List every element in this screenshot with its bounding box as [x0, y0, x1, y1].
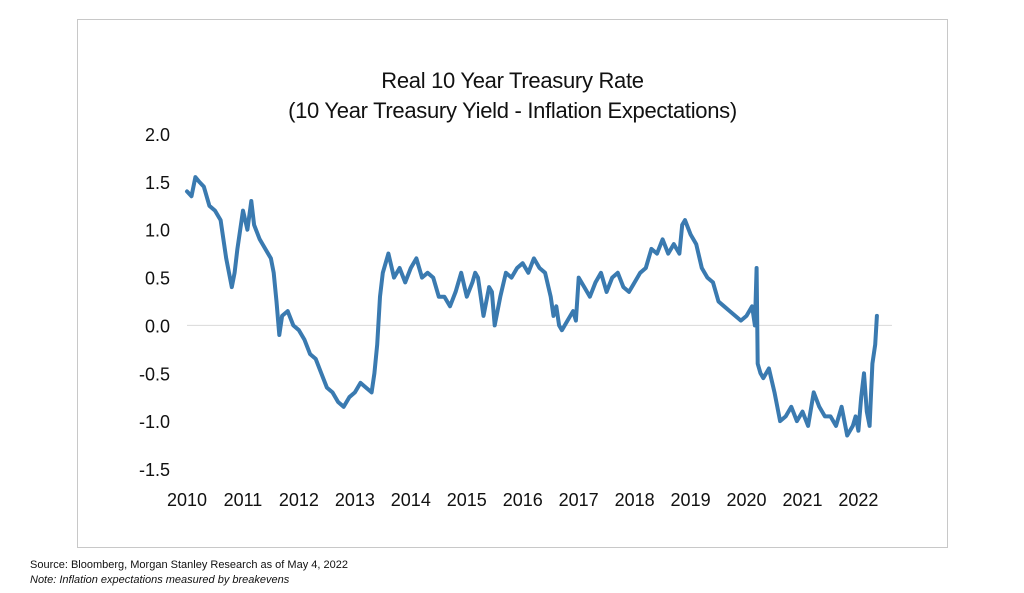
chart-frame: [77, 19, 948, 548]
y-tick-label: -1.5: [139, 460, 170, 480]
source-note: Source: Bloomberg, Morgan Stanley Resear…: [30, 559, 348, 571]
y-tick-label: 2.0: [145, 125, 170, 145]
x-axis: 2010 2011 2012 2013 2014 2015 2016 2017 2018 2019…: [167, 490, 878, 510]
y-tick-label: 0.0: [145, 316, 170, 336]
y-tick-label: -1.0: [139, 412, 170, 432]
y-tick-label: 1.0: [145, 221, 170, 241]
x-tick-label: 2011: [224, 490, 263, 510]
x-tick-label: 2015: [447, 490, 487, 510]
x-tick-label: 2014: [391, 490, 431, 510]
x-tick-label: 2016: [503, 490, 543, 510]
x-tick-label: 2012: [279, 490, 319, 510]
series-line-real-10y-rate: [185, 175, 879, 438]
x-tick-label: 2019: [671, 490, 711, 510]
x-tick-label: 2013: [335, 490, 375, 510]
x-tick-label: 2018: [615, 490, 655, 510]
y-tick-label: 1.5: [145, 173, 170, 193]
y-axis: 2.0 1.5 1.0 0.5 0.0 -0.5 -1.0 -1.5: [139, 125, 170, 480]
chart-title: Real 10 Year Treasury Rate: [381, 68, 644, 93]
chart-subtitle: (10 Year Treasury Yield - Inflation Expe…: [288, 98, 737, 123]
footnote: Note: Inflation expectations measured by…: [30, 574, 290, 586]
x-tick-label: 2020: [727, 490, 767, 510]
x-tick-label: 2010: [167, 490, 207, 510]
y-tick-label: -0.5: [139, 364, 170, 384]
x-tick-label: 2021: [782, 490, 822, 510]
x-tick-label: 2017: [559, 490, 599, 510]
x-tick-label: 2022: [838, 490, 878, 510]
y-tick-label: 0.5: [145, 269, 170, 289]
